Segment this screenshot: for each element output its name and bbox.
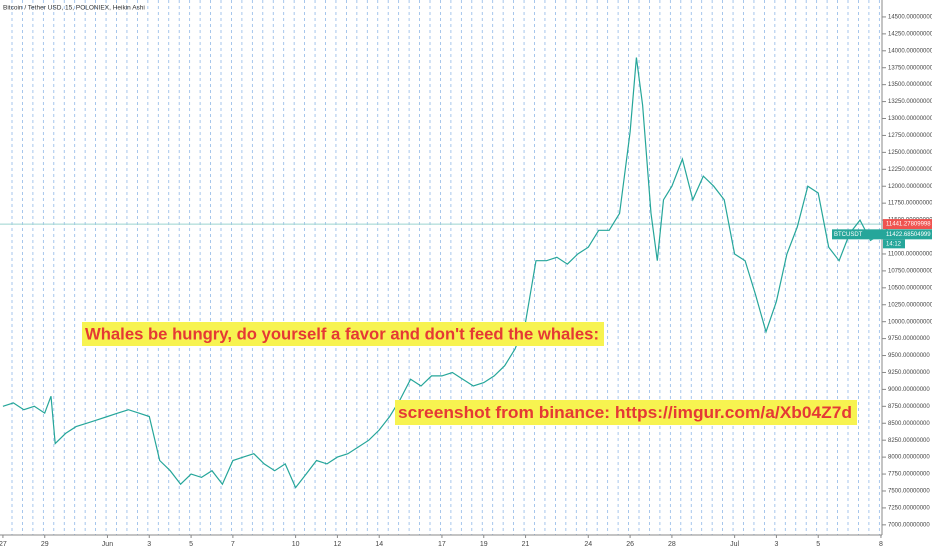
y-tick-label: 9500.00000000 [888,353,930,359]
y-tick-label: 11000.00000000 [888,252,932,258]
x-tick-label: 27 [0,541,7,548]
annotation-box [395,400,857,425]
y-tick-label: 12500.00000000 [888,150,932,156]
last-price-badge [832,229,932,240]
session-lines [11,0,880,535]
x-tick-label: 24 [584,541,592,548]
x-tick-label: 7 [231,541,235,548]
y-tick-label: 10250.00000000 [888,302,932,308]
last-price-name: BTCUSDT [834,232,863,238]
y-tick-label: 12750.00000000 [888,133,932,139]
x-tick-label: 17 [438,541,446,548]
annotation: Whales be hungry, do yourself a favor an… [85,324,599,343]
y-tick-label: 14500.00000000 [888,15,932,21]
y-tick-label: 8250.00000000 [888,438,930,444]
x-tick-label: 3 [147,541,151,548]
x-tick-label: 3 [774,541,778,548]
countdown-badge [883,239,905,249]
y-tick-label: 8500.00000000 [888,421,930,427]
annotation-box [82,322,604,346]
countdown: 14:12 [886,241,902,247]
y-tick-label: 9000.00000000 [888,387,930,393]
y-tick-label: 13500.00000000 [888,82,932,88]
x-tick-label: 5 [816,541,820,548]
y-tick-label: 13750.00000000 [888,65,932,71]
y-tick-label: 13000.00000000 [888,116,932,122]
y-tick-label: 7500.00000000 [888,489,930,495]
y-tick-label: 10000.00000000 [888,319,932,325]
y-tick-label: 14250.00000000 [888,31,932,37]
y-tick-label: 7750.00000000 [888,472,930,478]
y-tick-label: 7250.00000000 [888,505,930,511]
x-tick-label: Jun [102,541,113,548]
y-tick-label: 9250.00000000 [888,370,930,376]
price-line-badge [883,219,932,230]
x-tick-label: 5 [189,541,193,548]
x-tick-label: Jul [730,541,739,548]
y-tick-label: 9750.00000000 [888,336,930,342]
x-tick-label: 29 [41,541,49,548]
x-tick-label: 21 [522,541,530,548]
x-tick-label: 28 [668,541,676,548]
last-price-label: 11422.68504999 [886,232,931,238]
x-tick-label: 10 [292,541,300,548]
x-tick-label: 12 [334,541,342,548]
y-tick-label: 10750.00000000 [888,268,932,274]
chart-title: Bitcoin / Tether USD, 15, POLONIEX, Heik… [3,5,145,12]
y-tick-label: 11750.00000000 [888,201,932,207]
y-tick-label: 7000.00000000 [888,522,930,528]
x-tick-label: 26 [626,541,634,548]
annotation: screenshot from binance: https://imgur.c… [398,403,852,422]
y-tick-label: 14000.00000000 [888,48,932,54]
price-series [2,57,892,489]
y-tick-label: 12000.00000000 [888,184,932,190]
x-tick-label: 8 [879,541,883,548]
x-tick-label: 19 [480,541,488,548]
x-tick-label: 14 [375,541,383,548]
y-tick-label: 13250.00000000 [888,99,932,105]
y-tick-label: 8750.00000000 [888,404,930,410]
y-tick-label: 12250.00000000 [888,167,932,173]
y-tick-label: 10500.00000000 [888,285,932,291]
price-line-label: 11441.27809998 [886,222,931,228]
y-tick-label: 8000.00000000 [888,455,930,461]
